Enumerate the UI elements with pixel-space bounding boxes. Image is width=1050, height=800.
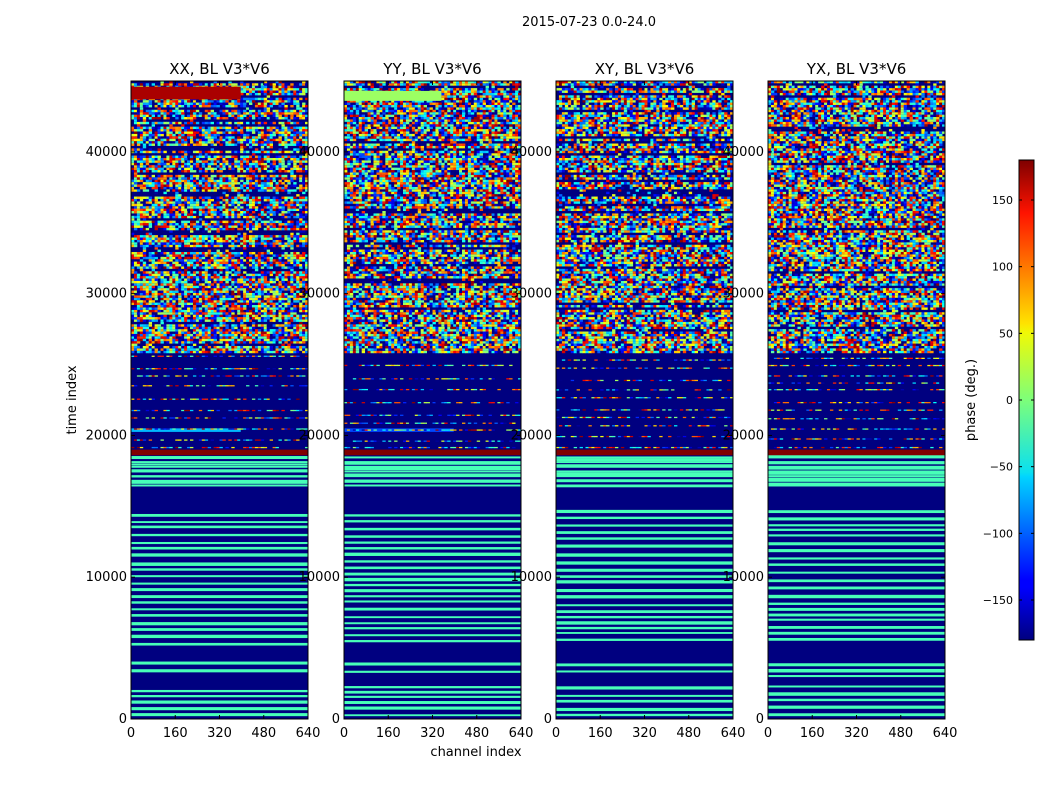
x-tick-label: 640 <box>509 726 534 741</box>
colorbar-ticks: −150 −100 −50 0 50 100 150 <box>983 194 1034 607</box>
x-tick-label: 160 <box>376 726 401 741</box>
x-tick-label: 320 <box>420 726 445 741</box>
y-tick-label: 20000 <box>723 428 764 443</box>
x-axis-label: channel index <box>430 745 521 760</box>
panel-title: XX, BL V3*V6 <box>169 60 270 78</box>
y-tick-label: 0 <box>544 712 552 727</box>
phase-heatmap <box>131 81 308 719</box>
y-tick-label: 0 <box>332 712 340 727</box>
y-axis-label: time index <box>65 365 80 434</box>
phase-heatmap <box>556 81 733 719</box>
phase-heatmap <box>768 81 945 719</box>
x-tick-label: 160 <box>588 726 613 741</box>
y-tick-label: 40000 <box>511 145 552 160</box>
colorbar-tick-label: −100 <box>983 527 1013 540</box>
y-tick-label: 30000 <box>723 287 764 302</box>
x-tick-label: 480 <box>676 726 701 741</box>
panel-yx: YX, BL V3*V6 0 160 320 480 640 0 10000 20000 3000… <box>723 60 958 741</box>
x-tick-label: 480 <box>888 726 913 741</box>
y-tick-label: 40000 <box>86 145 127 160</box>
x-tick-label: 160 <box>800 726 825 741</box>
y-tick-label: 10000 <box>299 570 340 585</box>
x-tick-label: 0 <box>552 726 560 741</box>
panel-title: YX, BL V3*V6 <box>806 60 907 78</box>
x-tick-label: 320 <box>207 726 232 741</box>
y-tick-label: 0 <box>756 712 764 727</box>
x-tick-label: 640 <box>933 726 958 741</box>
y-tick-label: 10000 <box>723 570 764 585</box>
panel-xx: XX, BL V3*V6 0 160 320 480 640 0 10000 20000 3000… <box>86 60 321 741</box>
panel-yy: YY, BL V3*V6 0 160 320 480 640 0 10000 20000 3000… <box>299 60 534 741</box>
colorbar-tick-label: 50 <box>999 327 1013 340</box>
figure-suptitle: 2015-07-23 0.0-24.0 <box>522 15 656 30</box>
colorbar-tick-label: 0 <box>1006 394 1013 407</box>
x-tick-label: 640 <box>721 726 746 741</box>
phase-heatmap <box>344 81 521 719</box>
x-tick-label: 480 <box>251 726 276 741</box>
x-tick-label: 160 <box>163 726 188 741</box>
x-tick-label: 0 <box>127 726 135 741</box>
y-tick-label: 20000 <box>511 428 552 443</box>
colorbar-tick-label: −150 <box>983 594 1013 607</box>
y-tick-label: 30000 <box>299 287 340 302</box>
y-tick-label: 10000 <box>86 570 127 585</box>
y-tick-label: 40000 <box>723 145 764 160</box>
y-tick-label: 20000 <box>299 428 340 443</box>
y-tick-label: 30000 <box>511 287 552 302</box>
y-tick-label: 40000 <box>299 145 340 160</box>
x-tick-label: 640 <box>296 726 321 741</box>
x-tick-label: 320 <box>632 726 657 741</box>
panel-xy: XY, BL V3*V6 0 160 320 480 640 0 10000 20000 3000… <box>511 60 746 741</box>
y-tick-label: 30000 <box>86 287 127 302</box>
colorbar: −150 −100 −50 0 50 100 150 phase (deg.) <box>964 159 1035 641</box>
panel-title: YY, BL V3*V6 <box>382 60 481 78</box>
colorbar-label: phase (deg.) <box>964 359 979 441</box>
x-tick-label: 480 <box>464 726 489 741</box>
colorbar-tick-label: 100 <box>992 261 1013 274</box>
y-tick-label: 20000 <box>86 428 127 443</box>
x-tick-label: 0 <box>340 726 348 741</box>
panel-title: XY, BL V3*V6 <box>595 60 695 78</box>
colorbar-tick-label: 150 <box>992 194 1013 207</box>
y-tick-label: 0 <box>119 712 127 727</box>
panels: XX, BL V3*V6 0 160 320 480 640 0 10000 20000 3000… <box>86 60 958 741</box>
x-tick-label: 320 <box>844 726 869 741</box>
y-tick-label: 10000 <box>511 570 552 585</box>
colorbar-tick-label: −50 <box>990 461 1013 474</box>
x-tick-label: 0 <box>764 726 772 741</box>
